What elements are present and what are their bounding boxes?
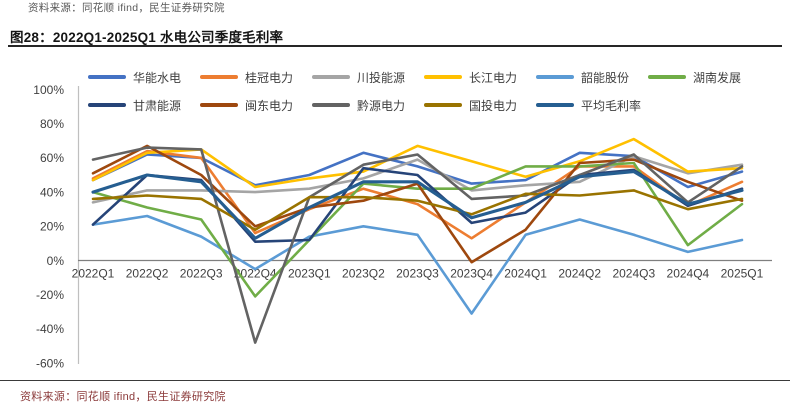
footer-divider bbox=[0, 380, 790, 381]
legend-item-闽东电力: 闽东电力 bbox=[200, 97, 312, 114]
legend-line-swatch bbox=[88, 103, 126, 107]
series-line-黔源电力 bbox=[91, 146, 744, 344]
y-axis-tick-label: -60% bbox=[36, 356, 64, 370]
x-axis-tick-label: 2024Q3 bbox=[612, 267, 655, 281]
x-axis-tick-label: 2022Q1 bbox=[72, 267, 115, 281]
series-line-湖南发展 bbox=[91, 161, 744, 298]
source-note-top: 资料来源：同花顺 ifind，民生证券研究院 bbox=[28, 2, 225, 14]
legend-item-湖南发展: 湖南发展 bbox=[648, 69, 760, 86]
y-axis-tick-label: 40% bbox=[40, 185, 64, 199]
legend-line-swatch bbox=[648, 75, 686, 79]
x-axis-tick-label: 2023Q4 bbox=[450, 267, 493, 281]
legend-item-长江电力: 长江电力 bbox=[424, 69, 536, 86]
legend-line-swatch bbox=[312, 75, 350, 79]
legend-line-swatch bbox=[536, 75, 574, 79]
x-axis-tick-label: 2022Q4 bbox=[234, 267, 277, 281]
x-axis-tick-label: 2024Q4 bbox=[667, 267, 710, 281]
x-axis-tick-label: 2023Q2 bbox=[342, 267, 385, 281]
legend-label: 黔源电力 bbox=[357, 98, 406, 113]
legend-item-华能水电: 华能水电 bbox=[88, 69, 200, 86]
legend-item-川投能源: 川投能源 bbox=[312, 69, 424, 86]
x-axis-tick-label: 2024Q1 bbox=[504, 267, 547, 281]
legend-row-1: 华能水电 桂冠电力 川投能源 长江电力 韶能股份 湖南发展 bbox=[88, 63, 768, 91]
x-axis-tick-label: 2022Q3 bbox=[180, 267, 223, 281]
chart-legend: 华能水电 桂冠电力 川投能源 长江电力 韶能股份 湖南发展 甘肃能源 闽东电力 黔源电力 国投电… bbox=[88, 63, 768, 119]
legend-line-swatch bbox=[200, 75, 238, 79]
legend-line-swatch bbox=[424, 103, 462, 107]
y-axis-tick-label: 60% bbox=[40, 151, 64, 165]
legend-label: 甘肃能源 bbox=[133, 98, 182, 113]
legend-label: 韶能股份 bbox=[581, 70, 630, 85]
legend-line-swatch bbox=[536, 103, 574, 107]
legend-label: 平均毛利率 bbox=[581, 98, 642, 113]
legend-label: 长江电力 bbox=[469, 70, 518, 85]
figure-title: 图28：2022Q1-2025Q1 水电公司季度毛利率 bbox=[10, 30, 284, 45]
legend-item-韶能股份: 韶能股份 bbox=[536, 69, 648, 86]
series-line-韶能股份 bbox=[91, 214, 744, 315]
series-line-甘肃能源 bbox=[91, 166, 744, 243]
title-underline bbox=[8, 45, 782, 47]
legend-line-swatch bbox=[312, 103, 350, 107]
y-axis-tick-label: 0% bbox=[47, 254, 65, 268]
legend-label: 闽东电力 bbox=[245, 98, 294, 113]
legend-item-平均毛利率: 平均毛利率 bbox=[536, 97, 648, 114]
legend-row-2: 甘肃能源 闽东电力 黔源电力 国投电力 平均毛利率 bbox=[88, 91, 768, 119]
legend-line-swatch bbox=[200, 103, 238, 107]
y-axis-tick-label: 80% bbox=[40, 117, 64, 131]
y-axis-tick-label: 100% bbox=[33, 83, 64, 97]
legend-item-国投电力: 国投电力 bbox=[424, 97, 536, 114]
legend-item-黔源电力: 黔源电力 bbox=[312, 97, 424, 114]
series-line-国投电力 bbox=[91, 189, 744, 231]
legend-label: 国投电力 bbox=[469, 98, 518, 113]
series-line-桂冠电力 bbox=[91, 149, 744, 240]
x-axis-tick-label: 2022Q2 bbox=[126, 267, 169, 281]
legend-label: 川投能源 bbox=[357, 70, 406, 85]
y-axis-tick-label: -40% bbox=[36, 322, 64, 336]
y-axis-tick-label: -20% bbox=[36, 288, 64, 302]
x-axis-tick-label: 2023Q3 bbox=[396, 267, 439, 281]
x-axis-tick-label: 2025Q1 bbox=[721, 267, 764, 281]
source-note-bottom: 资料来源：同花顺 ifind，民生证券研究院 bbox=[20, 391, 226, 403]
legend-line-swatch bbox=[424, 75, 462, 79]
x-axis-tick-label: 2024Q2 bbox=[558, 267, 601, 281]
legend-label: 华能水电 bbox=[133, 70, 182, 85]
legend-item-甘肃能源: 甘肃能源 bbox=[88, 97, 200, 114]
legend-label: 桂冠电力 bbox=[245, 70, 294, 85]
legend-label: 湖南发展 bbox=[693, 70, 742, 85]
y-axis-tick-label: 20% bbox=[40, 220, 64, 234]
x-axis-tick-label: 2023Q1 bbox=[288, 267, 331, 281]
legend-line-swatch bbox=[88, 75, 126, 79]
series-line-平均毛利率 bbox=[91, 170, 744, 240]
legend-item-桂冠电力: 桂冠电力 bbox=[200, 69, 312, 86]
